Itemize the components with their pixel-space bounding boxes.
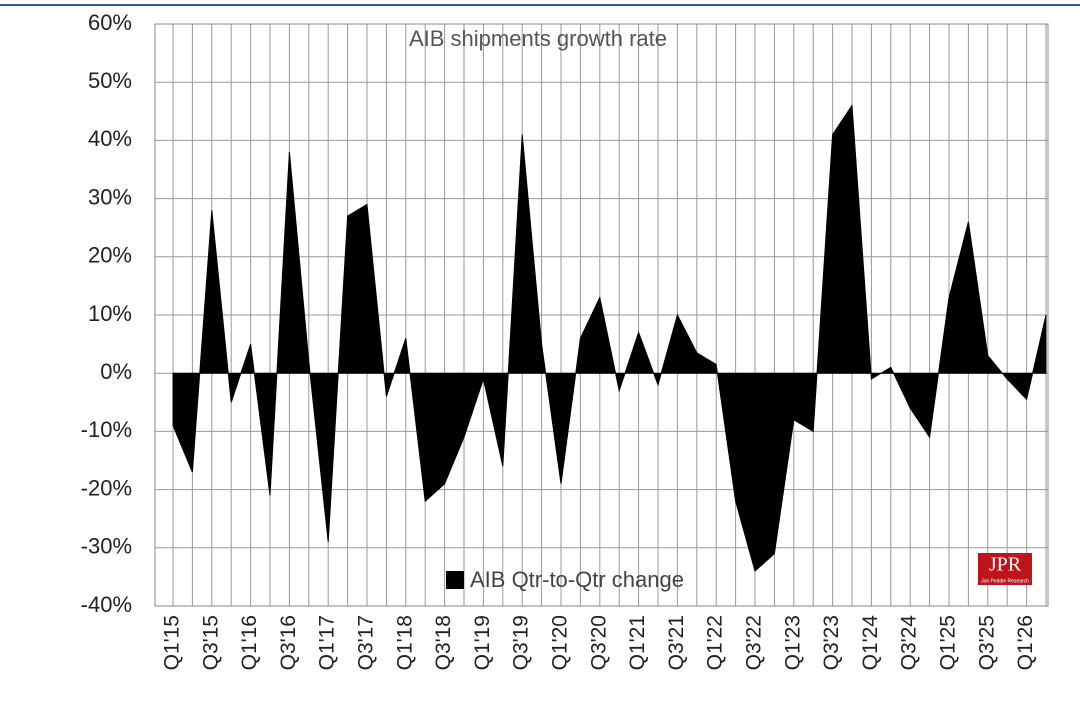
x-tick-label: Q3'23: [820, 615, 843, 670]
logo-box: [978, 553, 1032, 585]
x-tick-label: Q3'22: [743, 615, 766, 670]
x-tick-label: Q3'18: [432, 615, 455, 670]
x-tick-label: Q3'25: [975, 615, 998, 670]
y-tick-label: 50%: [88, 68, 132, 93]
chart-title: AIB shipments growth rate: [409, 26, 667, 51]
x-tick-label: Q1'25: [937, 615, 960, 670]
x-tick-label: Q1'15: [161, 615, 184, 670]
x-tick-label: Q1'19: [471, 615, 494, 670]
x-tick-label: Q3'15: [199, 615, 222, 670]
x-tick-label: Q1'17: [316, 615, 339, 670]
x-tick-label: Q3'24: [898, 615, 921, 671]
logo: JPR Jon Peddie Research: [978, 553, 1032, 585]
y-tick-label: 60%: [88, 10, 132, 35]
x-tick-label: Q1'16: [238, 615, 261, 670]
x-tick-label: Q1'26: [1014, 615, 1037, 670]
plot-border: [154, 23, 1049, 607]
y-tick-label: 20%: [88, 243, 132, 268]
x-tick-label: Q1'23: [781, 615, 804, 670]
logo-subtext: Jon Peddie Research: [981, 578, 1029, 584]
y-tick-label: -20%: [81, 475, 132, 500]
y-tick-label: -40%: [81, 592, 132, 617]
x-tick-label: Q3'21: [665, 615, 688, 670]
legend-swatch: [446, 571, 464, 589]
x-tick-label: Q3'20: [587, 615, 610, 670]
x-tick-label: Q3'19: [510, 615, 533, 670]
x-tick-label: Q3'16: [277, 615, 300, 670]
y-tick-label: -10%: [81, 417, 132, 442]
y-tick-label: 10%: [88, 301, 132, 326]
legend-label: AIB Qtr-to-Qtr change: [470, 567, 684, 592]
x-tick-label: Q3'17: [355, 615, 378, 670]
x-tick-label: Q1'24: [859, 615, 882, 671]
x-tick-label: Q1'21: [626, 615, 649, 670]
area: [172, 103, 1047, 572]
y-tick-label: 0%: [100, 359, 132, 384]
logo-text: JPR: [989, 554, 1022, 576]
x-tick-label: Q1'18: [393, 615, 416, 670]
x-tick-label: Q1'22: [704, 615, 727, 670]
y-tick-label: 30%: [88, 184, 132, 209]
y-tick-label: -30%: [81, 534, 132, 559]
x-tick-label: Q1'20: [549, 615, 572, 670]
y-tick-label: 40%: [88, 126, 132, 151]
